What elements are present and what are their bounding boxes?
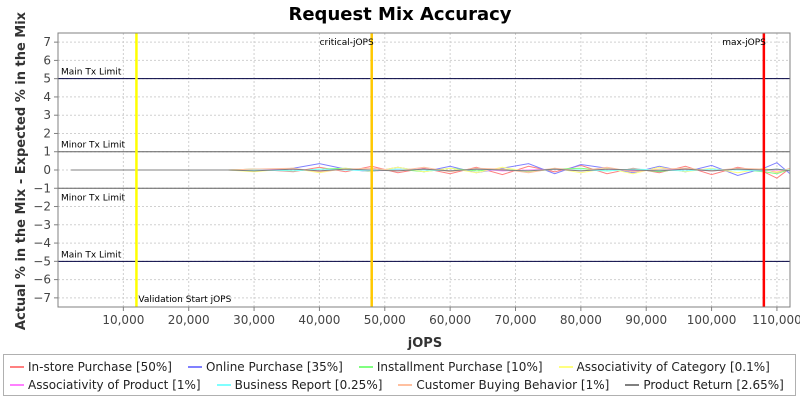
y-tick-label: −4 <box>33 236 51 250</box>
x-tick-label: 60,000 <box>429 313 471 327</box>
legend-swatch <box>358 366 373 368</box>
series-line <box>71 168 791 172</box>
legend-label: Product Return [2.65%] <box>643 378 784 392</box>
vertical-marker-label: Validation Start jOPS <box>138 295 231 305</box>
series-lines <box>71 162 791 179</box>
x-axis: 10,000 20,000 30,000 40,000 50,000 60,000 70,0… <box>102 307 800 327</box>
y-tick-label: −2 <box>33 200 51 214</box>
legend-label: Associativity of Product [1%] <box>28 378 201 392</box>
legend-swatch <box>625 384 640 386</box>
y-tick-label: 4 <box>43 90 51 104</box>
limit-line-label: Main Tx Limit <box>61 68 122 78</box>
y-axis: −7 −6 −5 −4 −3 −2 −1 0 1 2 3 4 5 6 7 <box>33 35 58 305</box>
x-tick-label: 20,000 <box>168 313 210 327</box>
x-tick-label: 10,000 <box>102 313 144 327</box>
legend-item: Customer Buying Behavior [1%] <box>392 378 609 392</box>
x-tick-label: 50,000 <box>364 313 406 327</box>
vertical-marker-label: max-jOPS <box>722 38 766 48</box>
y-tick-label: −6 <box>33 273 51 287</box>
y-tick-label: −5 <box>33 254 51 268</box>
y-tick-label: 1 <box>43 145 51 159</box>
x-tick-label: 70,000 <box>495 313 537 327</box>
legend-swatch <box>216 384 231 386</box>
limit-line-label: Main Tx Limit <box>61 250 122 260</box>
x-axis-label: jOPS <box>407 336 442 351</box>
legend-label: In-store Purchase [50%] <box>28 360 172 374</box>
y-tick-label: 6 <box>43 53 51 67</box>
y-tick-label: 5 <box>43 72 51 86</box>
y-tick-label: 3 <box>43 108 51 122</box>
legend-label: Installment Purchase [10%] <box>376 360 543 374</box>
legend-item: Business Report [0.25%] <box>211 378 383 392</box>
legend-swatch <box>187 366 202 368</box>
y-tick-label: −1 <box>33 181 51 195</box>
y-axis-label: Actual % in the Mix - Expected % in the … <box>14 11 29 330</box>
limit-line-label: Minor Tx Limit <box>61 193 126 203</box>
legend-row: In-store Purchase [50%] Online Purchase [… <box>4 360 780 374</box>
legend-swatch <box>558 366 573 368</box>
legend-item: In-store Purchase [50%] <box>4 360 172 374</box>
legend-swatch <box>398 384 413 386</box>
legend-swatch <box>10 366 24 368</box>
y-tick-label: 7 <box>43 35 51 49</box>
x-tick-label: 30,000 <box>233 313 275 327</box>
y-tick-label: −3 <box>33 218 51 232</box>
legend-item: Installment Purchase [10%] <box>353 360 543 374</box>
legend-label: Customer Buying Behavior [1%] <box>416 378 610 392</box>
legend-label: Associativity of Category [0.1%] <box>576 360 770 374</box>
legend-item: Associativity of Product [1%] <box>4 378 201 392</box>
legend-label: Online Purchase [35%] <box>205 360 343 374</box>
y-tick-label: 0 <box>43 163 51 177</box>
legend-item: Associativity of Category [0.1%] <box>553 360 770 374</box>
legend-item: Online Purchase [35%] <box>182 360 343 374</box>
legend-label: Business Report [0.25%] <box>234 378 383 392</box>
vertical-markers: Validation Start jOPS critical-jOPS max-jO… <box>135 33 766 307</box>
series-line <box>71 164 791 179</box>
chart-svg: Request Mix Accuracy Actual % in the Mix… <box>14 4 800 351</box>
chart-title: Request Mix Accuracy <box>288 4 511 25</box>
x-tick-label: 110,000 <box>752 313 800 327</box>
x-tick-label: 40,000 <box>298 313 340 327</box>
y-tick-label: 2 <box>43 126 51 140</box>
limit-line-label: Minor Tx Limit <box>61 141 126 151</box>
x-tick-label: 80,000 <box>560 313 602 327</box>
y-tick-label: −7 <box>33 291 51 305</box>
vertical-marker-label: critical-jOPS <box>320 38 374 48</box>
x-tick-label: 100,000 <box>687 313 737 327</box>
x-tick-label: 90,000 <box>625 313 667 327</box>
legend-row: Associativity of Product [1%] Business Re… <box>4 378 794 392</box>
legend-item: Product Return [2.65%] <box>619 378 784 392</box>
legend-swatch <box>10 384 24 386</box>
legend: In-store Purchase [50%] Online Purchase [… <box>3 354 796 396</box>
limit-lines: Main Tx Limit Minor Tx Limit Minor Tx Limi… <box>58 68 790 262</box>
